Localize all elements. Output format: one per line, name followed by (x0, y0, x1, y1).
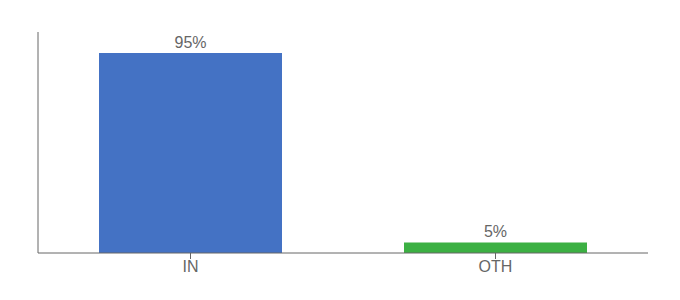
svg-text:IN: IN (183, 258, 199, 275)
svg-text:OTH: OTH (479, 258, 513, 275)
svg-text:95%: 95% (174, 34, 206, 51)
svg-text:5%: 5% (484, 223, 507, 240)
